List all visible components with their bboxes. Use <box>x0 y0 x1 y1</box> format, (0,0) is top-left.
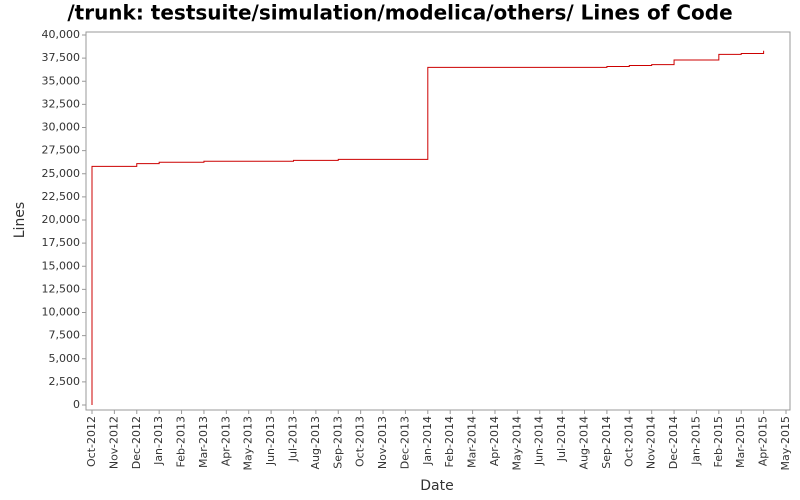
x-tick-label: Apr-2015 <box>757 416 770 466</box>
y-tick-label: 37,500 <box>42 51 81 64</box>
x-axis-label: Date <box>420 478 453 494</box>
x-tick-label: Nov-2012 <box>107 416 120 469</box>
x-tick-label: May-2014 <box>510 416 523 471</box>
x-tick-label: Apr-2013 <box>219 416 232 466</box>
x-tick-label: Jan-2014 <box>421 416 434 466</box>
y-tick-label: 20,000 <box>42 213 81 226</box>
x-tick-label: Nov-2014 <box>645 416 658 469</box>
x-tick-label: May-2013 <box>242 416 255 471</box>
x-tick-label: Jul-2013 <box>286 416 299 462</box>
y-tick-label: 0 <box>73 398 80 411</box>
x-tick-label: Aug-2013 <box>309 416 322 469</box>
x-tick-label: Oct-2014 <box>622 416 635 467</box>
y-tick-label: 7,500 <box>49 329 81 342</box>
y-tick-label: 5,000 <box>49 352 81 365</box>
y-tick-label: 17,500 <box>42 236 81 249</box>
x-tick-label: Mar-2015 <box>734 416 747 468</box>
x-tick-label: Oct-2012 <box>85 416 98 467</box>
chart-title: /trunk: testsuite/simulation/modelica/ot… <box>67 1 732 25</box>
data-line <box>91 50 765 405</box>
plot-area <box>85 31 791 411</box>
y-tick-label: 15,000 <box>42 259 81 272</box>
x-tick-label: Feb-2015 <box>712 416 725 467</box>
x-tick-label: Jun-2013 <box>264 416 277 466</box>
x-tick-label: Jan-2013 <box>152 416 165 466</box>
y-tick-label: 22,500 <box>42 190 81 203</box>
y-tick-label: 27,500 <box>42 144 81 157</box>
x-tick-label: Mar-2013 <box>197 416 210 468</box>
x-tick-label: Dec-2012 <box>130 416 143 469</box>
y-tick-label: 35,000 <box>42 74 81 87</box>
x-tick-label: Dec-2013 <box>398 416 411 469</box>
x-tick-label: Jul-2014 <box>555 416 568 462</box>
y-tick-label: 30,000 <box>42 121 81 134</box>
x-tick-label: Apr-2014 <box>488 416 501 466</box>
x-tick-label: Jun-2014 <box>533 416 546 466</box>
x-tick-label: Oct-2013 <box>354 416 367 467</box>
y-tick-label: 10,000 <box>42 306 81 319</box>
x-tick-label: Mar-2014 <box>466 416 479 468</box>
y-axis-label: Lines <box>12 202 28 238</box>
x-tick-label: Jan-2015 <box>689 416 702 466</box>
x-tick-label: Feb-2014 <box>443 416 456 467</box>
y-tick-label: 25,000 <box>42 167 81 180</box>
x-tick-label: May-2015 <box>779 416 792 471</box>
y-tick-label: 32,500 <box>42 97 81 110</box>
x-tick-label: Sep-2013 <box>331 416 344 469</box>
x-tick-label: Feb-2013 <box>175 416 188 467</box>
y-tick-label: 12,500 <box>42 282 81 295</box>
x-tick-label: Aug-2014 <box>578 416 591 469</box>
y-tick-label: 40,000 <box>42 28 81 41</box>
y-tick-label: 2,500 <box>49 375 81 388</box>
x-tick-label: Sep-2014 <box>600 416 613 469</box>
x-tick-label: Dec-2014 <box>667 416 680 469</box>
x-tick-label: Nov-2013 <box>376 416 389 469</box>
